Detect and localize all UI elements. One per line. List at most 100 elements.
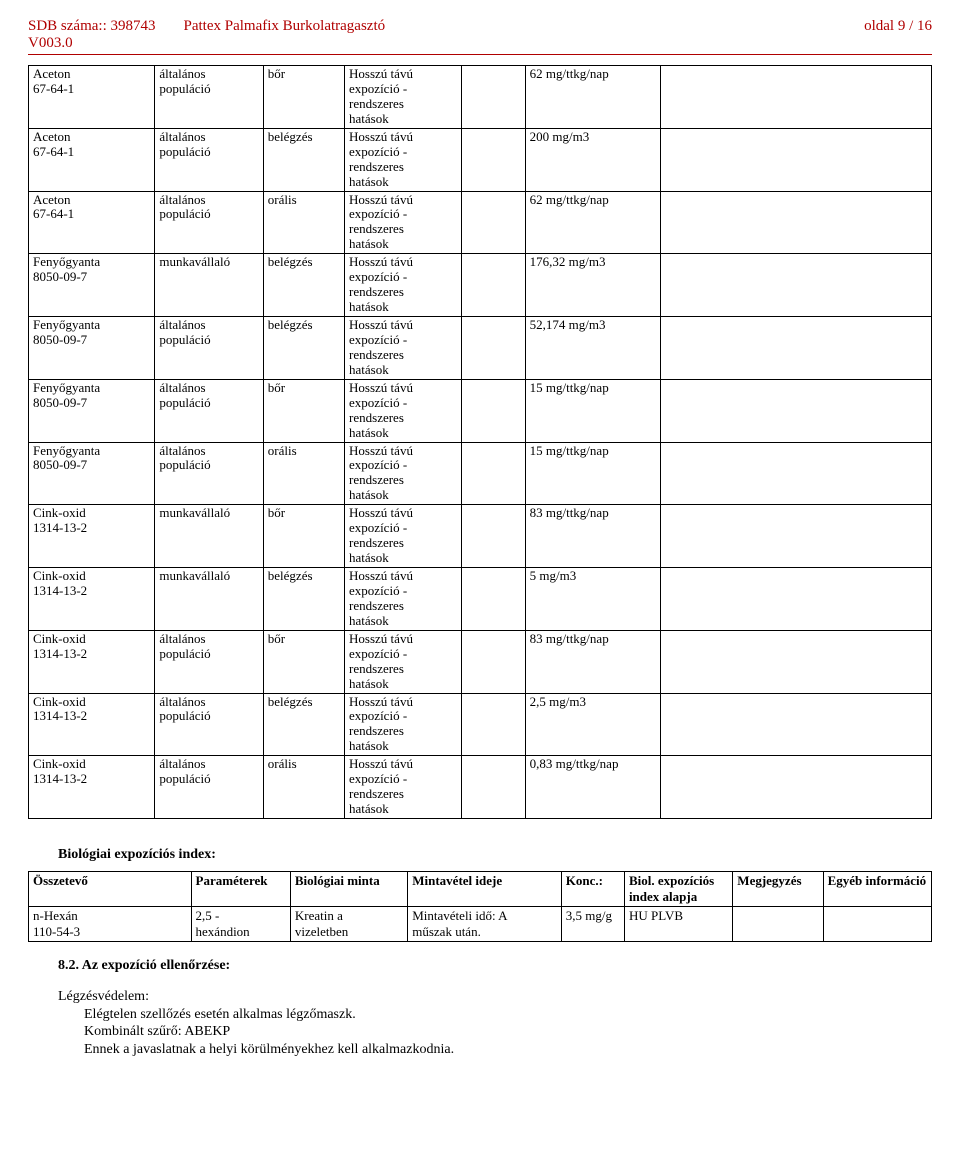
version: V003.0 <box>28 35 385 52</box>
table-row: Cink-oxid1314-13-2általánospopulációorál… <box>29 756 932 819</box>
bio-h-basis: Biol. expozíciós index alapja <box>624 872 732 907</box>
cell-empty <box>661 693 932 756</box>
cell-empty <box>661 630 932 693</box>
cell-substance: Fenyőgyanta8050-09-7 <box>29 379 155 442</box>
cell-value: 176,32 mg/m3 <box>525 254 660 317</box>
cell-value: 83 mg/ttkg/nap <box>525 630 660 693</box>
cell-route: bőr <box>263 630 344 693</box>
bio-cell-sample: Kreatin avizeletben <box>290 907 407 942</box>
bio-h-component: Összetevő <box>29 872 192 907</box>
exposure-table: Aceton67-64-1általánospopulációbőrHosszú… <box>28 65 932 819</box>
cell-route: orális <box>263 191 344 254</box>
cell-empty <box>661 66 932 129</box>
cell-route: belégzés <box>263 693 344 756</box>
cell-effect: Hosszú távúexpozíció -rendszereshatások <box>345 317 462 380</box>
bio-row: n-Hexán110-54-3 2,5 -hexándion Kreatin a… <box>29 907 932 942</box>
cell-substance: Aceton67-64-1 <box>29 128 155 191</box>
cell-effect: Hosszú távúexpozíció -rendszereshatások <box>345 379 462 442</box>
cell-value: 5 mg/m3 <box>525 568 660 631</box>
table-row: Cink-oxid1314-13-2általánospopulációbőrH… <box>29 630 932 693</box>
cell-population: általánospopuláció <box>155 756 263 819</box>
cell-empty <box>661 191 932 254</box>
page-header: SDB száma:: 398743 Pattex Palmafix Burko… <box>28 18 932 52</box>
page-number: oldal 9 / 16 <box>864 18 932 52</box>
table-row: Fenyőgyanta8050-09-7általánospopulációbe… <box>29 317 932 380</box>
cell-empty <box>661 254 932 317</box>
cell-empty <box>462 128 525 191</box>
bio-cell-conc: 3,5 mg/g <box>561 907 624 942</box>
sdb-number: SDB száma:: 398743 <box>28 18 156 35</box>
table-row: Aceton67-64-1általánospopulációbőrHosszú… <box>29 66 932 129</box>
table-row: Aceton67-64-1általánospopulációbelégzésH… <box>29 128 932 191</box>
bio-cell-parameters: 2,5 -hexándion <box>191 907 290 942</box>
cell-substance: Aceton67-64-1 <box>29 191 155 254</box>
cell-value: 15 mg/ttkg/nap <box>525 442 660 505</box>
cell-route: orális <box>263 442 344 505</box>
table-row: Aceton67-64-1általánospopulációorálisHos… <box>29 191 932 254</box>
cell-population: általánospopuláció <box>155 442 263 505</box>
cell-effect: Hosszú távúexpozíció -rendszereshatások <box>345 254 462 317</box>
cell-effect: Hosszú távúexpozíció -rendszereshatások <box>345 128 462 191</box>
bio-h-parameters: Paraméterek <box>191 872 290 907</box>
bio-h-sample: Biológiai minta <box>290 872 407 907</box>
table-row: Cink-oxid1314-13-2munkavállalóbelégzésHo… <box>29 568 932 631</box>
cell-substance: Aceton67-64-1 <box>29 66 155 129</box>
bio-cell-component: n-Hexán110-54-3 <box>29 907 192 942</box>
cell-population: általánospopuláció <box>155 128 263 191</box>
bio-index-table: Összetevő Paraméterek Biológiai minta Mi… <box>28 871 932 942</box>
cell-substance: Cink-oxid1314-13-2 <box>29 568 155 631</box>
cell-route: bőr <box>263 379 344 442</box>
bio-cell-other <box>823 907 931 942</box>
cell-value: 62 mg/ttkg/nap <box>525 66 660 129</box>
resp-line-1: Elégtelen szellőzés esetén alkalmas légz… <box>84 1006 932 1024</box>
cell-empty <box>661 568 932 631</box>
bio-cell-note <box>733 907 823 942</box>
cell-population: munkavállaló <box>155 505 263 568</box>
cell-empty <box>462 630 525 693</box>
cell-empty <box>661 317 932 380</box>
cell-route: bőr <box>263 505 344 568</box>
cell-empty <box>661 128 932 191</box>
cell-value: 52,174 mg/m3 <box>525 317 660 380</box>
cell-population: munkavállaló <box>155 568 263 631</box>
cell-empty <box>462 756 525 819</box>
cell-substance: Cink-oxid1314-13-2 <box>29 693 155 756</box>
respiratory-protection: Légzésvédelem: Elégtelen szellőzés eseté… <box>58 988 932 1058</box>
resp-line-3: Ennek a javaslatnak a helyi körülményekh… <box>84 1041 932 1059</box>
cell-population: munkavállaló <box>155 254 263 317</box>
cell-effect: Hosszú távúexpozíció -rendszereshatások <box>345 442 462 505</box>
cell-empty <box>462 505 525 568</box>
cell-value: 83 mg/ttkg/nap <box>525 505 660 568</box>
cell-route: orális <box>263 756 344 819</box>
section-8-2-heading: 8.2. Az expozíció ellenőrzése: <box>58 958 932 974</box>
header-divider <box>28 54 932 55</box>
resp-line-2: Kombinált szűrő: ABEKP <box>84 1023 932 1041</box>
bio-h-note: Megjegyzés <box>733 872 823 907</box>
cell-value: 15 mg/ttkg/nap <box>525 379 660 442</box>
cell-value: 200 mg/m3 <box>525 128 660 191</box>
cell-route: belégzés <box>263 254 344 317</box>
bio-index-title: Biológiai expozíciós index: <box>58 847 932 863</box>
table-row: Fenyőgyanta8050-09-7munkavállalóbelégzés… <box>29 254 932 317</box>
cell-effect: Hosszú távúexpozíció -rendszereshatások <box>345 756 462 819</box>
cell-effect: Hosszú távúexpozíció -rendszereshatások <box>345 693 462 756</box>
bio-cell-time: Mintavételi idő: Aműszak után. <box>408 907 562 942</box>
cell-effect: Hosszú távúexpozíció -rendszereshatások <box>345 630 462 693</box>
cell-empty <box>462 442 525 505</box>
cell-population: általánospopuláció <box>155 66 263 129</box>
cell-empty <box>462 317 525 380</box>
cell-population: általánospopuláció <box>155 630 263 693</box>
cell-route: belégzés <box>263 128 344 191</box>
bio-header-row: Összetevő Paraméterek Biológiai minta Mi… <box>29 872 932 907</box>
product-name: Pattex Palmafix Burkolatragasztó <box>184 18 386 35</box>
cell-empty <box>661 756 932 819</box>
cell-route: belégzés <box>263 568 344 631</box>
cell-empty <box>462 693 525 756</box>
cell-value: 62 mg/ttkg/nap <box>525 191 660 254</box>
bio-h-conc: Konc.: <box>561 872 624 907</box>
cell-empty <box>661 379 932 442</box>
bio-h-other: Egyéb információ <box>823 872 931 907</box>
cell-effect: Hosszú távúexpozíció -rendszereshatások <box>345 505 462 568</box>
cell-value: 2,5 mg/m3 <box>525 693 660 756</box>
cell-empty <box>462 379 525 442</box>
